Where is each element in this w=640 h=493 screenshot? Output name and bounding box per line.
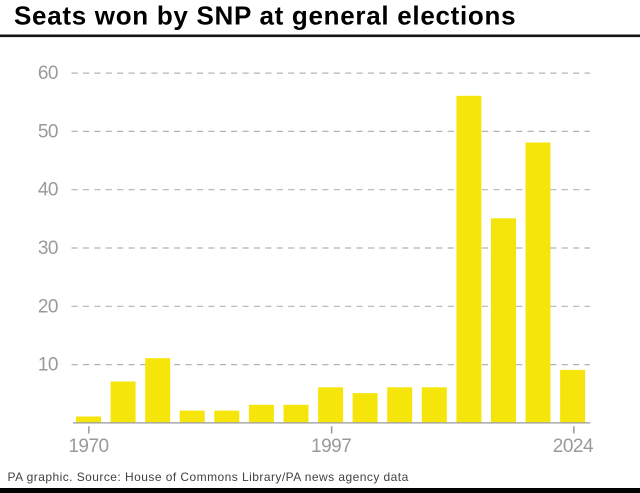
svg-text:30: 30: [38, 238, 58, 259]
svg-text:50: 50: [38, 121, 58, 142]
svg-text:60: 60: [38, 63, 58, 84]
svg-text:1970: 1970: [68, 436, 108, 457]
svg-text:10: 10: [38, 355, 58, 376]
svg-text:1997: 1997: [311, 436, 351, 457]
svg-text:Seats won by SNP at general el: Seats won by SNP at general elections: [14, 1, 516, 31]
svg-text:PA graphic. Source: House of C: PA graphic. Source: House of Commons Lib…: [8, 470, 409, 484]
svg-text:40: 40: [38, 180, 58, 201]
svg-text:2024: 2024: [553, 436, 594, 457]
svg-text:20: 20: [38, 296, 58, 317]
